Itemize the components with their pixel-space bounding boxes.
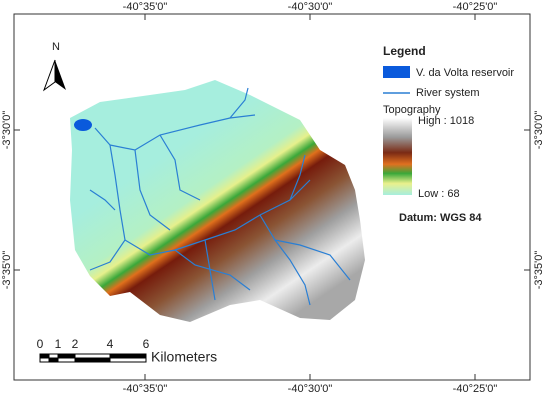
x-coord-label: -40°25'0"	[453, 383, 498, 395]
topography-ramp	[383, 118, 412, 195]
scale-bar	[39, 353, 147, 363]
legend-item: V. da Volta reservoir	[416, 67, 514, 79]
topography-title: Topography	[383, 104, 441, 116]
scale-tick-label: 4	[107, 337, 114, 351]
legend-item: River system	[416, 87, 480, 99]
topography-high: High : 1018	[418, 115, 474, 127]
y-coord-label: -3°30'0"	[1, 111, 13, 150]
scale-tick-label: 0	[37, 337, 44, 351]
reservoir	[74, 119, 92, 131]
scale-unit: Kilometers	[151, 349, 217, 365]
topography-low: Low : 68	[418, 188, 460, 200]
legend-swatch	[383, 66, 410, 78]
north-label: N	[52, 41, 60, 53]
y-coord-label: -3°35'0"	[1, 251, 13, 290]
north-arrow	[42, 59, 66, 92]
x-coord-label: -40°35'0"	[123, 1, 168, 13]
x-coord-label: -40°30'0"	[288, 1, 333, 13]
frame-ticks	[14, 14, 530, 380]
scale-tick-label: 1	[55, 337, 62, 351]
y-coord-label: -3°35'0"	[533, 251, 545, 290]
y-coord-label: -3°30'0"	[533, 111, 545, 150]
scale-tick-label: 2	[72, 337, 79, 351]
legend-title: Legend	[383, 44, 426, 58]
x-coord-label: -40°30'0"	[288, 383, 333, 395]
datum: Datum: WGS 84	[399, 212, 482, 224]
x-coord-label: -40°35'0"	[123, 383, 168, 395]
scale-tick-label: 6	[143, 337, 150, 351]
x-coord-label: -40°25'0"	[453, 1, 498, 13]
river-system	[89, 87, 351, 306]
